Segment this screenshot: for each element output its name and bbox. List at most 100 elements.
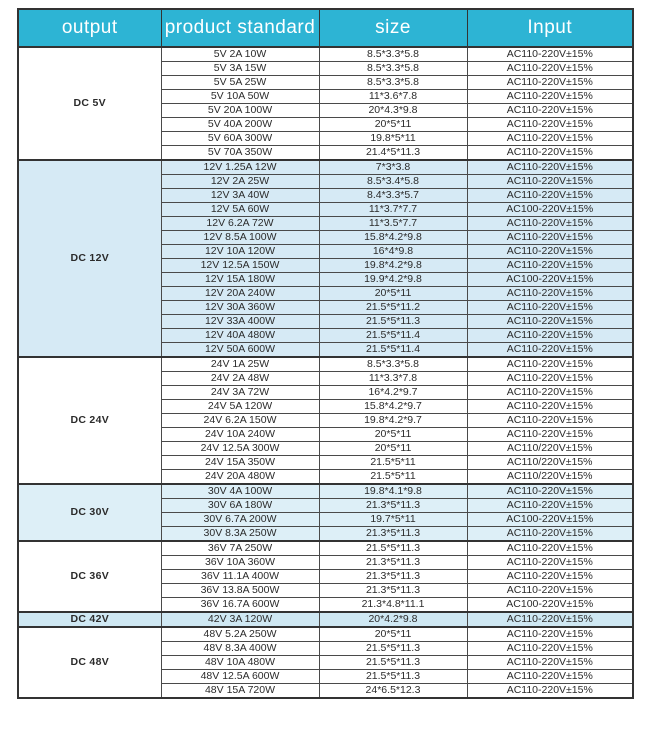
product-standard-cell: 36V 13.8A 500W [160,583,320,598]
size-cell: 20*5*11 [318,117,468,132]
input-cell: AC110-220V±15% [466,286,634,301]
voltage-group: DC 42V 42V 3A 120W 20*4.2*9.8 AC110-220V±15… [17,611,634,628]
size-cell: 19.8*4.2*9.8 [318,258,468,273]
input-cell: AC110-220V±15% [466,611,634,628]
product-standard-cell: 24V 3A 72W [160,385,320,400]
product-standard-cell: 5V 60A 300W [160,131,320,146]
product-standard-cell: 12V 6.2A 72W [160,216,320,231]
size-cell: 19.8*4.2*9.7 [318,413,468,428]
input-cell: AC110-220V±15% [466,131,634,146]
input-cell: AC110-220V±15% [466,371,634,386]
input-cell: AC110-220V±15% [466,230,634,245]
size-cell: 11*3.6*7.8 [318,89,468,104]
product-standard-cell: 5V 5A 25W [160,75,320,90]
input-cell: AC110/220V±15% [466,441,634,456]
spec-row: 24V 2A 48W 11*3.3*7.8 AC110-220V±15% [18,371,634,386]
input-cell: AC110-220V±15% [466,145,634,161]
product-standard-cell: 24V 5A 120W [160,399,320,414]
size-cell: 16*4.2*9.7 [318,385,468,400]
input-cell: AC110-220V±15% [466,413,634,428]
size-cell: 21.3*4.8*11.1 [318,597,468,613]
input-cell: AC100-220V±15% [466,597,634,613]
product-standard-cell: 36V 10A 360W [160,555,320,570]
product-standard-cell: 24V 1A 25W [160,356,320,372]
output-group-label: DC 5V [17,46,162,161]
product-standard-cell: 48V 5.2A 250W [160,626,320,642]
product-standard-cell: 12V 50A 600W [160,342,320,358]
size-cell: 8.5*3.3*5.8 [318,75,468,90]
size-cell: 11*3.3*7.8 [318,371,468,386]
product-standard-cell: 5V 10A 50W [160,89,320,104]
input-cell: AC110-220V±15% [466,483,634,499]
voltage-group: DC 12V 12V 1.25A 12W 7*3*3.8 AC110-220V±15%… [17,159,634,358]
product-standard-cell: 30V 6.7A 200W [160,512,320,527]
size-cell: 8.5*3.3*5.8 [318,46,468,62]
input-cell: AC110-220V±15% [466,46,634,62]
input-cell: AC110-220V±15% [466,683,634,699]
size-cell: 20*5*11 [318,441,468,456]
spec-row: 30V 6A 180W 21.3*5*11.3 AC110-220V±15% [18,498,634,513]
product-standard-cell: 12V 12.5A 150W [160,258,320,273]
product-standard-cell: 12V 1.25A 12W [160,159,320,175]
size-cell: 20*5*11 [318,626,468,642]
column-header-output: output [17,8,162,48]
size-cell: 21.5*5*11.2 [318,300,468,315]
input-cell: AC110-220V±15% [466,540,634,556]
input-cell: AC110-220V±15% [466,356,634,372]
column-header-size: size [318,8,468,48]
size-cell: 19.8*5*11 [318,131,468,146]
spec-row: DC 12V 12V 1.25A 12W 7*3*3.8 AC110-220V±15% [17,159,634,358]
input-cell: AC110/220V±15% [466,469,634,485]
spec-row: DC 5V 5V 2A 10W 8.5*3.3*5.8 AC110-220V±15% [17,46,634,161]
product-standard-cell: 12V 2A 25W [160,174,320,189]
size-cell: 21.3*5*11.3 [318,583,468,598]
output-group-label: DC 12V [17,159,162,358]
spec-row: 48V 15A 720W 24*6.5*12.3 AC110-220V±15% [18,683,634,699]
spec-row: DC 24V 24V 1A 25W 8.5*3.3*5.8 AC110-220V±15… [17,356,634,485]
input-cell: AC110-220V±15% [466,328,634,343]
spec-row: 5V 70A 350W 21.4*5*11.3 AC110-220V±15% [18,145,634,161]
size-cell: 21.3*5*11.3 [318,526,468,542]
size-cell: 8.5*3.4*5.8 [318,174,468,189]
spec-row: 5V 10A 50W 11*3.6*7.8 AC110-220V±15% [18,89,634,104]
product-standard-cell: 24V 20A 480W [160,469,320,485]
spec-row: 5V 60A 300W 19.8*5*11 AC110-220V±15% [18,131,634,146]
product-standard-cell: 48V 10A 480W [160,655,320,670]
size-cell: 21.3*5*11.3 [318,498,468,513]
column-header-product-standard: product standard [160,8,320,48]
spec-row: 48V 8.3A 400W 21.5*5*11.3 AC110-220V±15% [18,641,634,656]
voltage-group: DC 24V 24V 1A 25W 8.5*3.3*5.8 AC110-220V±15… [17,356,634,485]
input-cell: AC110-220V±15% [466,103,634,118]
product-standard-cell: 5V 2A 10W [160,46,320,62]
input-cell: AC110-220V±15% [466,427,634,442]
size-cell: 21.5*5*11.3 [318,655,468,670]
product-standard-cell: 5V 40A 200W [160,117,320,132]
spec-row: DC 42V 42V 3A 120W 20*4.2*9.8 AC110-220V±15… [17,611,634,628]
input-cell: AC110-220V±15% [466,626,634,642]
size-cell: 21.5*5*11.3 [318,669,468,684]
size-cell: 15.8*4.2*9.8 [318,230,468,245]
spec-row: 5V 40A 200W 20*5*11 AC110-220V±15% [18,117,634,132]
size-cell: 21.5*5*11 [318,469,468,485]
product-standard-cell: 24V 10A 240W [160,427,320,442]
input-cell: AC110-220V±15% [466,385,634,400]
product-standard-cell: 5V 20A 100W [160,103,320,118]
spec-row: 36V 11.1A 400W 21.3*5*11.3 AC110-220V±15% [18,569,634,584]
header-row: output product standard size Input [17,8,634,48]
size-cell: 24*6.5*12.3 [318,683,468,699]
voltage-group: DC 48V 48V 5.2A 250W 20*5*11 AC110-220V±15%… [17,626,634,699]
spec-table: output product standard size Input DC 5V… [17,8,634,699]
input-cell: AC110-220V±15% [466,526,634,542]
spec-table-header: output product standard size Input [17,8,634,48]
spec-row: 5V 3A 15W 8.5*3.3*5.8 AC110-220V±15% [18,61,634,76]
product-standard-cell: 24V 12.5A 300W [160,441,320,456]
product-standard-cell: 24V 6.2A 150W [160,413,320,428]
size-cell: 20*5*11 [318,286,468,301]
input-cell: AC100-220V±15% [466,272,634,287]
size-cell: 8.5*3.3*5.8 [318,356,468,372]
input-cell: AC110-220V±15% [466,583,634,598]
input-cell: AC110-220V±15% [466,655,634,670]
size-cell: 21.3*5*11.3 [318,569,468,584]
product-standard-cell: 12V 20A 240W [160,286,320,301]
